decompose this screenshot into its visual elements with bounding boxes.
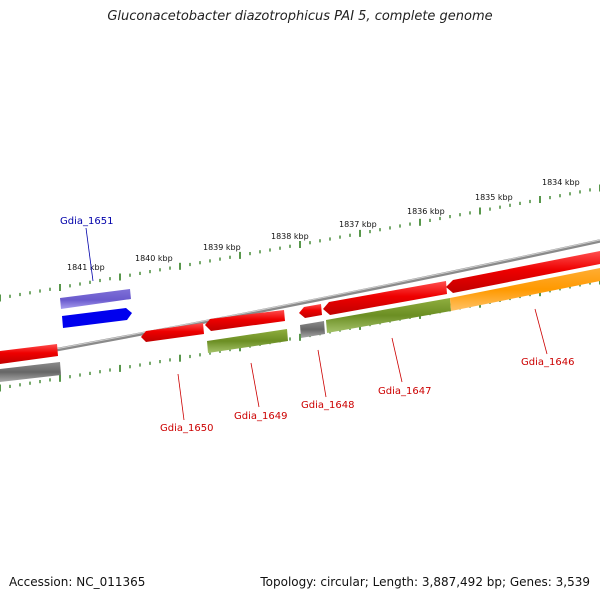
kbp-label-1834: 1834 kbp [542, 178, 580, 187]
forward-strand-genes [60, 289, 132, 328]
genome-backbone-highlight [0, 239, 600, 360]
gene-feature-1646-orange[interactable] [450, 268, 600, 311]
gene-feature-1649-red[interactable] [205, 310, 285, 331]
leader-line-1649 [250, 362, 260, 408]
gene-label-1649[interactable]: Gdia_1649 [234, 411, 287, 422]
gene-feature-1650[interactable] [141, 323, 204, 342]
gene-feature-1651-violet[interactable] [60, 289, 131, 309]
map-title: Gluconacetobacter diazotrophicus PAI 5, … [107, 9, 493, 24]
gene-feature-left-grey[interactable] [0, 362, 61, 382]
leader-line-1647 [391, 337, 403, 383]
gene-feature-1649-cds[interactable] [207, 329, 288, 353]
gene-label-1646[interactable]: Gdia_1646 [521, 357, 574, 368]
kbp-label-1837: 1837 kbp [339, 220, 377, 229]
leader-line-1646 [534, 308, 548, 355]
gene-feature-1648-red[interactable] [299, 304, 322, 318]
gene-label-1648[interactable]: Gdia_1648 [301, 400, 354, 411]
kbp-label-1836: 1836 kbp [407, 207, 445, 216]
kbp-label-1841: 1841 kbp [67, 263, 105, 272]
gene-feature-1646-red[interactable] [446, 251, 600, 293]
kbp-labels: 1834 kbp 1835 kbp 1836 kbp 1837 kbp 1838… [67, 178, 580, 272]
accession-text: Accession: NC_011365 [9, 575, 146, 589]
kbp-label-1840: 1840 kbp [135, 254, 173, 263]
gene-feature-1647-cds[interactable] [326, 298, 451, 333]
gene-labels: Gdia_1646 Gdia_1647 Gdia_1648 Gdia_1649 … [60, 216, 574, 434]
kbp-label-1839: 1839 kbp [203, 243, 241, 252]
kbp-label-1835: 1835 kbp [475, 193, 513, 202]
gene-feature-1651-blue[interactable] [62, 308, 132, 328]
leader-line-1651 [85, 227, 94, 282]
leader-line-1650 [177, 373, 185, 421]
gene-feature-1648-grey[interactable] [300, 321, 325, 338]
gene-label-1650[interactable]: Gdia_1650 [160, 423, 213, 434]
gene-feature-left-red[interactable] [0, 344, 58, 364]
genome-backbone [0, 239, 600, 362]
reverse-strand-genes [0, 251, 600, 382]
gene-label-1651[interactable]: Gdia_1651 [60, 216, 113, 227]
leader-line-1648 [317, 349, 327, 398]
genome-summary-text: Topology: circular; Length: 3,887,492 bp… [260, 575, 590, 589]
kbp-label-1838: 1838 kbp [271, 232, 309, 241]
outer-tick-track [0, 184, 600, 302]
gene-feature-1647-red[interactable] [323, 281, 447, 315]
gene-label-1647[interactable]: Gdia_1647 [378, 386, 431, 397]
